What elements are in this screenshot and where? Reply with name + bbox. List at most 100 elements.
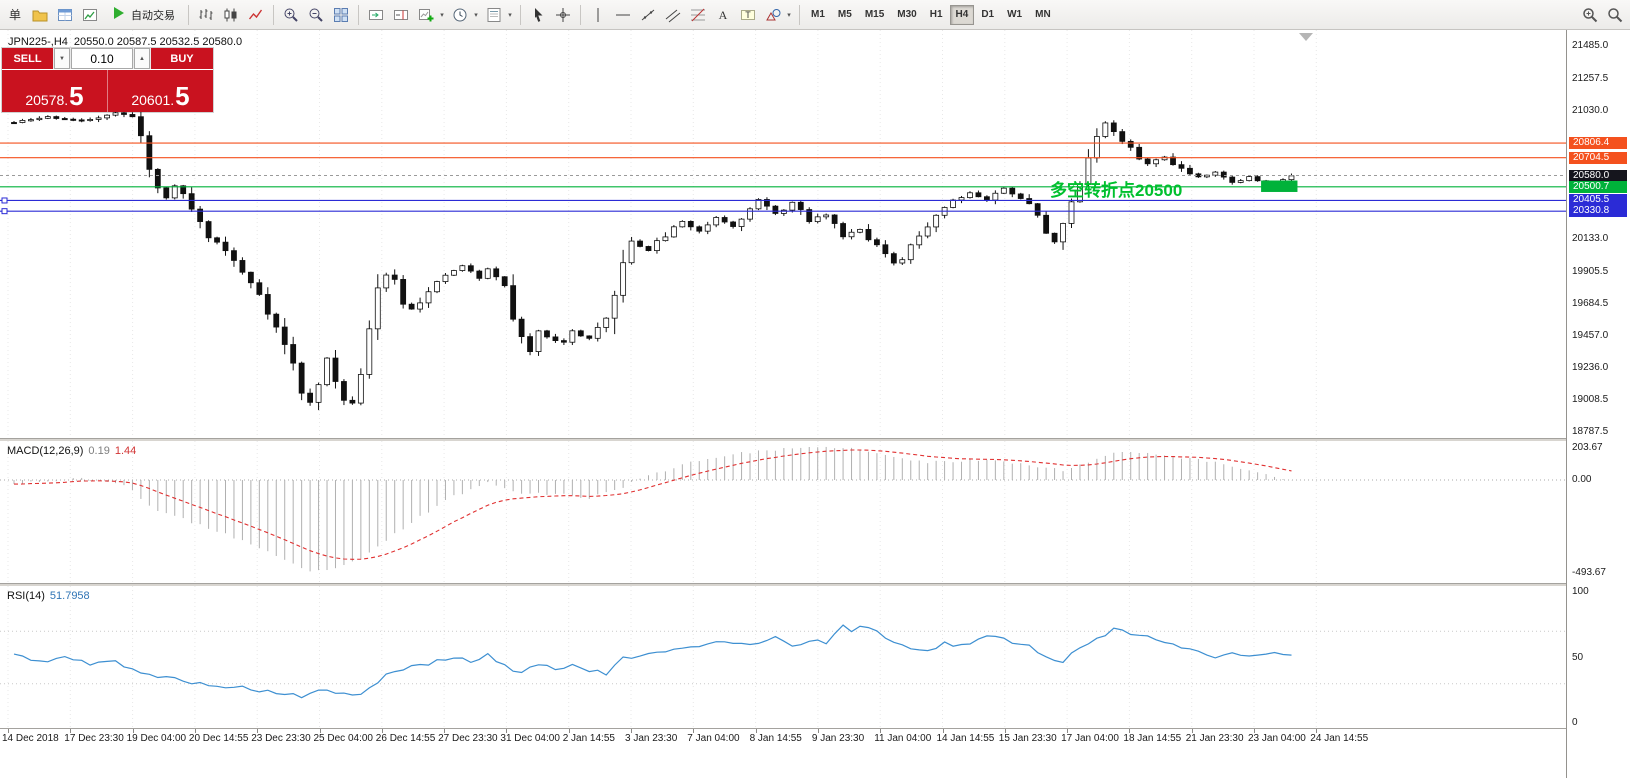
timeframe-button-m15[interactable]: M15 bbox=[864, 9, 885, 20]
horizontal-line-tool-button[interactable] bbox=[611, 3, 635, 27]
macd-scale-label: -493.67 bbox=[1572, 567, 1606, 578]
zoom-in-button[interactable] bbox=[279, 3, 303, 27]
zoom-out-button[interactable] bbox=[304, 3, 328, 27]
price-scale-label: 21485.0 bbox=[1572, 40, 1609, 51]
time-label: 17 Jan 04:00 bbox=[1061, 733, 1119, 744]
timeframe-button-h1[interactable]: H1 bbox=[929, 9, 943, 20]
shapes-tool-button[interactable] bbox=[761, 3, 785, 27]
bar-chart-button[interactable] bbox=[194, 3, 218, 27]
market-watch-icon[interactable] bbox=[53, 3, 77, 27]
periods-button[interactable] bbox=[448, 3, 472, 27]
toolbar-separator bbox=[580, 4, 581, 25]
time-tick bbox=[70, 729, 72, 733]
time-tick bbox=[1316, 729, 1318, 733]
chart-shift-button[interactable] bbox=[389, 3, 413, 27]
rsi-scale-label: 50 bbox=[1572, 651, 1584, 663]
auto-scroll-button[interactable] bbox=[364, 3, 388, 27]
macd-label: MACD(12,26,9) 0.19 1.44 bbox=[7, 445, 137, 457]
sell-button[interactable]: SELL bbox=[2, 48, 53, 69]
candlestick-chart[interactable] bbox=[0, 30, 1566, 438]
volume-decrease-button[interactable]: ▼ bbox=[54, 48, 70, 69]
periods-dropdown-icon[interactable]: ▾ bbox=[474, 11, 478, 19]
time-tick bbox=[194, 729, 196, 733]
time-tick bbox=[1067, 729, 1069, 733]
templates-dropdown-icon[interactable]: ▾ bbox=[508, 11, 512, 19]
time-tick bbox=[8, 729, 9, 733]
time-label: 7 Jan 04:00 bbox=[687, 733, 740, 744]
price-tag: 20500.7 bbox=[1569, 180, 1627, 193]
price-scale-label: 19236.0 bbox=[1572, 361, 1609, 373]
one-click-trading-panel: SELL ▼ 0.10 ▲ BUY 20578. 5 20601. 5 bbox=[2, 48, 213, 112]
time-label: 24 Jan 14:55 bbox=[1310, 733, 1369, 744]
time-tick bbox=[880, 729, 882, 733]
timeframe-button-d1[interactable]: D1 bbox=[981, 9, 995, 20]
panel-divider[interactable] bbox=[0, 583, 1566, 586]
ohlc-values: 20550.0 20587.5 20532.5 20580.0 bbox=[73, 36, 243, 48]
toolbar-separator bbox=[799, 4, 800, 25]
magnifier-button[interactable] bbox=[1603, 3, 1627, 27]
line-chart-button[interactable] bbox=[244, 3, 268, 27]
rsi-panel[interactable]: RSI(14) 51.7958 bbox=[0, 586, 1566, 728]
toolbar-separator bbox=[358, 4, 359, 25]
auto-trading-button[interactable]: 自动交易 bbox=[103, 3, 183, 27]
rsi-scale-label: 0 bbox=[1572, 717, 1578, 728]
cursor-tool-button[interactable] bbox=[526, 3, 550, 27]
vertical-line-tool-button[interactable] bbox=[586, 3, 610, 27]
price-scale-label: 18787.5 bbox=[1572, 426, 1609, 437]
time-tick bbox=[381, 729, 383, 733]
timeframe-button-m30[interactable]: M30 bbox=[897, 9, 917, 20]
price-tag: 20330.8 bbox=[1569, 205, 1627, 218]
timeframe-button-m5[interactable]: M5 bbox=[837, 9, 852, 20]
buy-button[interactable]: BUY bbox=[151, 48, 213, 69]
indicators-dropdown-icon[interactable]: ▾ bbox=[440, 11, 444, 19]
macd-scale-label: 203.67 bbox=[1572, 442, 1603, 453]
time-axis[interactable]: 14 Dec 2018 17 Dec 23:30 19 Dec 04:00 20 De… bbox=[0, 728, 1566, 748]
shapes-tool-dropdown-icon[interactable]: ▾ bbox=[787, 11, 791, 19]
toolbar-separator bbox=[520, 4, 521, 25]
time-tick bbox=[257, 729, 259, 733]
toolbar-separator bbox=[188, 4, 189, 25]
time-label: 25 Dec 04:00 bbox=[313, 733, 374, 744]
timeframe-button-w1[interactable]: W1 bbox=[1007, 9, 1023, 20]
panel-divider[interactable] bbox=[0, 438, 1566, 441]
time-label: 11 Jan 04:00 bbox=[874, 733, 932, 744]
magnifier-plus-button[interactable] bbox=[1578, 3, 1602, 27]
volume-input[interactable]: 0.10 bbox=[71, 48, 133, 69]
autotrade-label: 自动交易 bbox=[131, 9, 175, 22]
price-scale-label: 21030.0 bbox=[1572, 105, 1609, 117]
templates-button[interactable] bbox=[482, 3, 506, 27]
time-tick bbox=[568, 729, 570, 733]
price-scale[interactable]: 21485.0 21257.5 21030.0 20133.0 19905.5 19684… bbox=[1566, 30, 1630, 778]
crosshair-tool-button[interactable] bbox=[551, 3, 575, 27]
text-tool-button[interactable]: A bbox=[711, 3, 735, 27]
tile-windows-button[interactable] bbox=[329, 3, 353, 27]
label-tool-button[interactable]: T bbox=[736, 3, 760, 27]
macd-panel[interactable]: MACD(12,26,9) 0.19 1.44 bbox=[0, 441, 1566, 583]
timeframe-button-h4[interactable]: H4 bbox=[949, 4, 975, 25]
price-tag: 20580.0 bbox=[1569, 169, 1627, 182]
indicators-button[interactable] bbox=[414, 3, 438, 27]
fibonacci-tool-button[interactable] bbox=[686, 3, 710, 27]
chart-annotation-text[interactable]: 多空转折点20500 bbox=[1050, 181, 1183, 200]
svg-text:T: T bbox=[745, 10, 751, 20]
volume-increase-button[interactable]: ▲ bbox=[134, 48, 150, 69]
time-label: 15 Jan 23:30 bbox=[998, 733, 1057, 744]
timeframe-button-mn[interactable]: MN bbox=[1035, 9, 1051, 20]
chart-ohlc-header: JPN225-,H4 20550.0 20587.5 20532.5 20580.… bbox=[8, 36, 248, 48]
time-label: 21 Jan 23:30 bbox=[1185, 733, 1244, 744]
price-scale-label: 20133.0 bbox=[1572, 233, 1609, 245]
time-tick bbox=[1254, 729, 1255, 733]
trendline-tool-button[interactable] bbox=[636, 3, 660, 27]
candlestick-chart-button[interactable] bbox=[219, 3, 243, 27]
new-order-button[interactable]: 单 bbox=[8, 8, 21, 22]
price-chart-area[interactable]: JPN225-,H4 20550.0 20587.5 20532.5 20580.… bbox=[0, 30, 1566, 438]
time-label: 18 Jan 14:55 bbox=[1123, 733, 1182, 744]
time-label: 8 Jan 14:55 bbox=[749, 733, 802, 744]
time-label: 27 Dec 23:30 bbox=[438, 733, 498, 744]
timeframe-button-m1[interactable]: M1 bbox=[811, 9, 825, 20]
price-tag: 20806.4 bbox=[1569, 137, 1627, 150]
sell-price: 20578. 5 bbox=[25, 80, 84, 111]
charts-folder-icon[interactable] bbox=[28, 3, 52, 27]
navigator-icon[interactable] bbox=[78, 3, 102, 27]
channel-tool-button[interactable] bbox=[661, 3, 685, 27]
